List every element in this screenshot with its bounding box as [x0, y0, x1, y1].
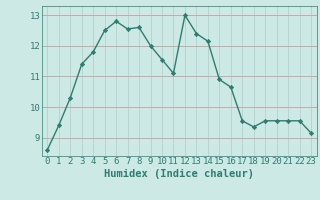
X-axis label: Humidex (Indice chaleur): Humidex (Indice chaleur) — [104, 169, 254, 179]
